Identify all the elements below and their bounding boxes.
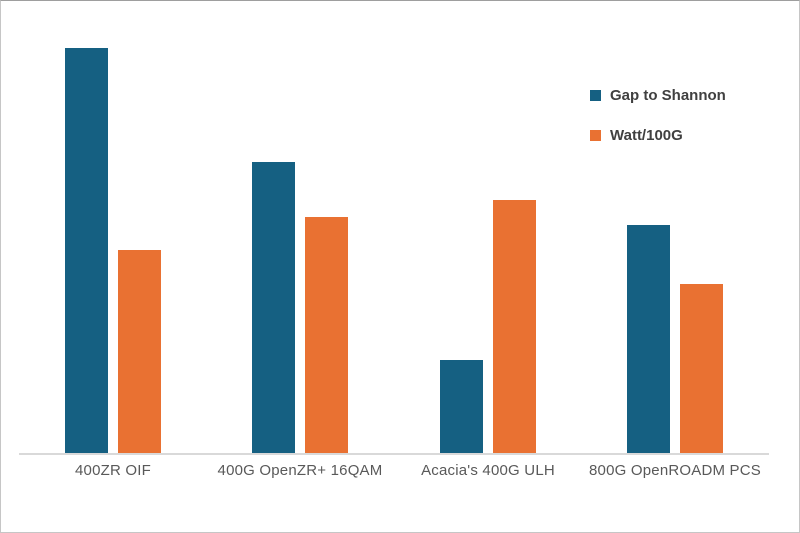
bar-watt-100g-2 [493, 200, 536, 453]
x-axis-line [19, 453, 769, 455]
x-axis-label: 400ZR OIF [75, 462, 151, 479]
bar-watt-100g-3 [680, 284, 723, 453]
x-axis-label: 400G OpenZR+ 16QAM [217, 462, 383, 479]
legend-swatch [590, 130, 601, 141]
bar-watt-100g-0 [118, 250, 161, 453]
bar-gap-to-shannon-0 [65, 48, 108, 453]
plot-area [1, 31, 799, 453]
legend: Gap to Shannon Watt/100G [590, 87, 726, 144]
bar-gap-to-shannon-2 [440, 360, 483, 453]
x-axis-labels: 400ZR OIF 400G OpenZR+ 16QAM Acacia's 40… [1, 462, 799, 486]
legend-label: Gap to Shannon [610, 87, 726, 104]
legend-item: Watt/100G [590, 127, 726, 144]
legend-swatch [590, 90, 601, 101]
bar-watt-100g-1 [305, 217, 348, 453]
x-axis-label: Acacia's 400G ULH [421, 462, 555, 479]
bar-gap-to-shannon-3 [627, 225, 670, 453]
x-axis-label: 800G OpenROADM PCS [589, 462, 761, 479]
legend-item: Gap to Shannon [590, 87, 726, 104]
bar-gap-to-shannon-1 [252, 162, 295, 453]
legend-label: Watt/100G [610, 127, 683, 144]
